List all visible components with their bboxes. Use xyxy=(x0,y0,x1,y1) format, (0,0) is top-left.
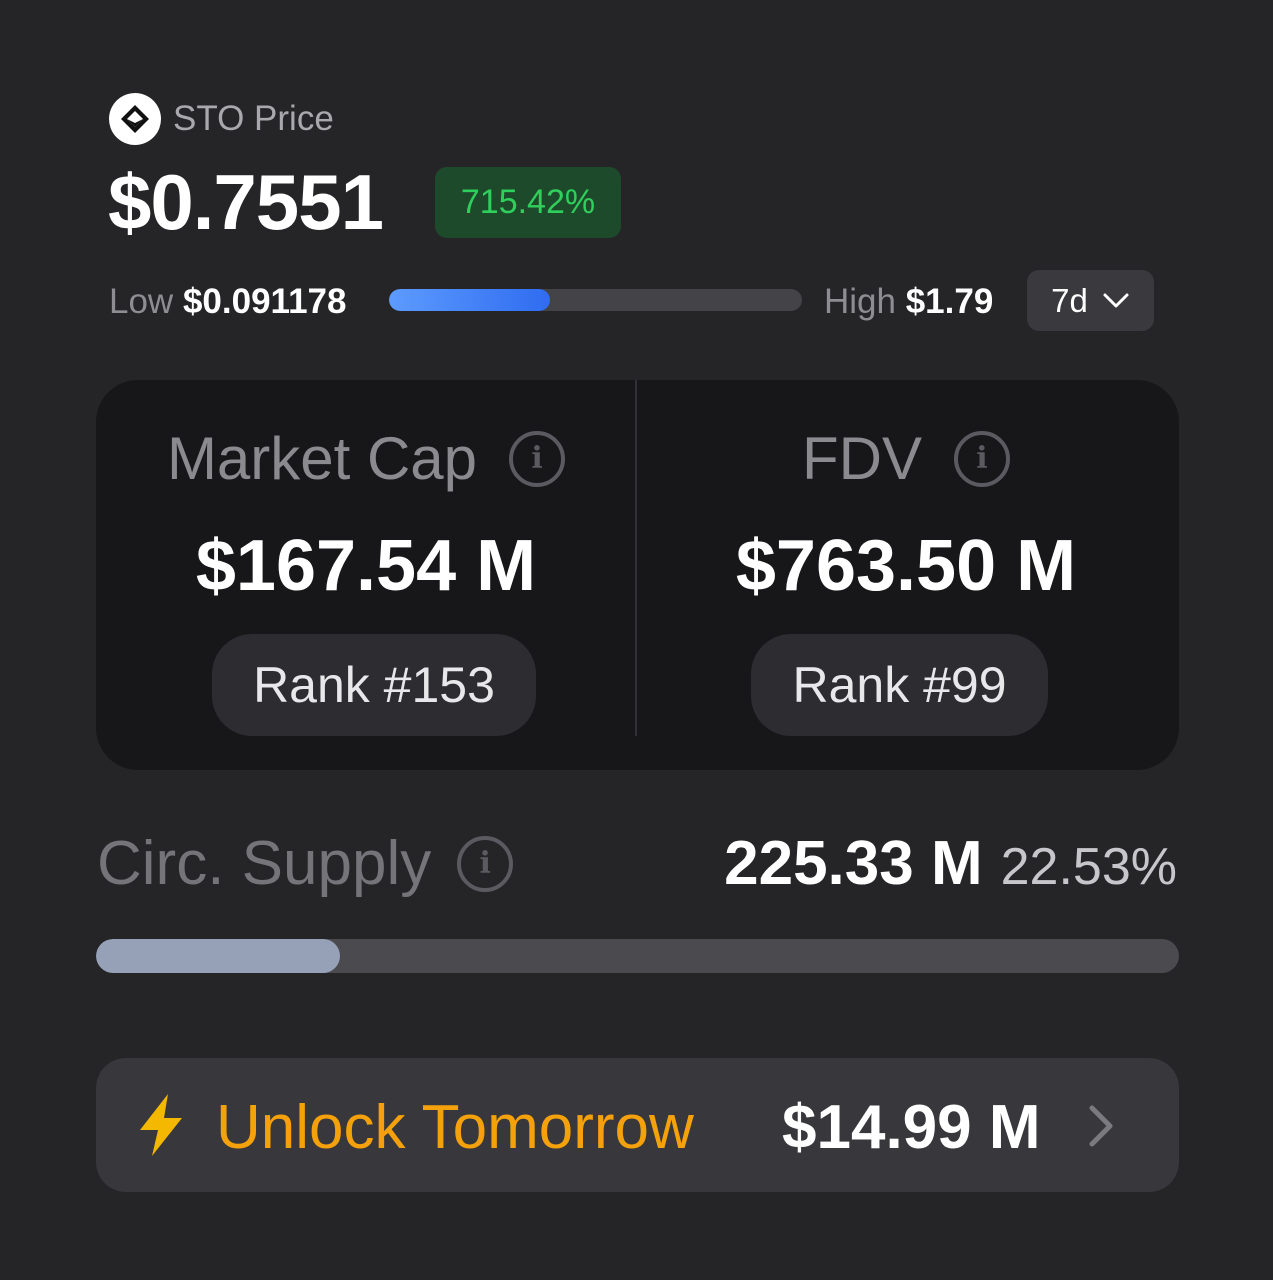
chevron-down-icon xyxy=(1103,293,1129,307)
circ-supply-header: Circ. Supply i xyxy=(97,828,514,899)
lightning-bolt-icon xyxy=(140,1094,182,1156)
range-low-value: $0.091178 xyxy=(182,282,347,321)
fdv-panel: FDV i $763.50 M Rank #99 xyxy=(636,380,1176,770)
range-high: High $1.79 xyxy=(824,282,993,322)
circ-supply-bar-fill xyxy=(96,939,340,973)
unlock-label: Unlock Tomorrow xyxy=(216,1093,694,1162)
info-icon[interactable]: i xyxy=(509,430,566,487)
period-dropdown[interactable]: 7d xyxy=(1027,270,1154,331)
stats-divider xyxy=(635,380,637,736)
fdv-rank-badge: Rank #99 xyxy=(751,634,1048,736)
circ-supply-bar xyxy=(96,939,1179,973)
info-icon[interactable]: i xyxy=(954,430,1010,487)
range-low-label: Low xyxy=(109,282,174,321)
range-bar-fill xyxy=(389,289,551,311)
market-cap-rank-badge: Rank #153 xyxy=(212,634,536,736)
fdv-label: FDV xyxy=(802,425,922,492)
current-price: $0.7551 xyxy=(108,158,384,246)
circ-supply-percent: 22.53% xyxy=(1000,838,1177,896)
unlock-amount: $14.99 M xyxy=(782,1093,1041,1162)
token-price-label: STO Price xyxy=(173,99,334,138)
stats-card: Market Cap i $167.54 M Rank #153 FDV i $… xyxy=(96,380,1179,770)
range-low: Low $0.091178 xyxy=(109,282,346,322)
token-header: STO Price xyxy=(109,93,334,145)
price-change-badge: 715.42% xyxy=(435,167,621,238)
range-high-value: $1.79 xyxy=(905,282,994,321)
circ-supply-value: 225.33 M xyxy=(724,829,983,898)
market-cap-panel: Market Cap i $167.54 M Rank #153 xyxy=(96,380,636,770)
sto-token-icon xyxy=(109,93,161,145)
circ-supply-label: Circ. Supply xyxy=(97,829,432,898)
market-cap-value: $167.54 M xyxy=(195,526,537,606)
price-range: Low $0.091178 High $1.79 7d xyxy=(109,270,1159,332)
range-high-label: High xyxy=(824,282,896,321)
info-icon[interactable]: i xyxy=(457,835,514,892)
unlock-tomorrow-row[interactable]: Unlock Tomorrow $14.99 M xyxy=(96,1058,1179,1192)
period-value: 7d xyxy=(1051,281,1088,319)
circ-supply-values: 225.33 M 22.53% xyxy=(724,828,1177,899)
market-cap-label: Market Cap xyxy=(166,425,478,492)
fdv-value: $763.50 M xyxy=(735,526,1077,606)
range-bar xyxy=(389,289,802,311)
chevron-right-icon xyxy=(1089,1105,1113,1147)
